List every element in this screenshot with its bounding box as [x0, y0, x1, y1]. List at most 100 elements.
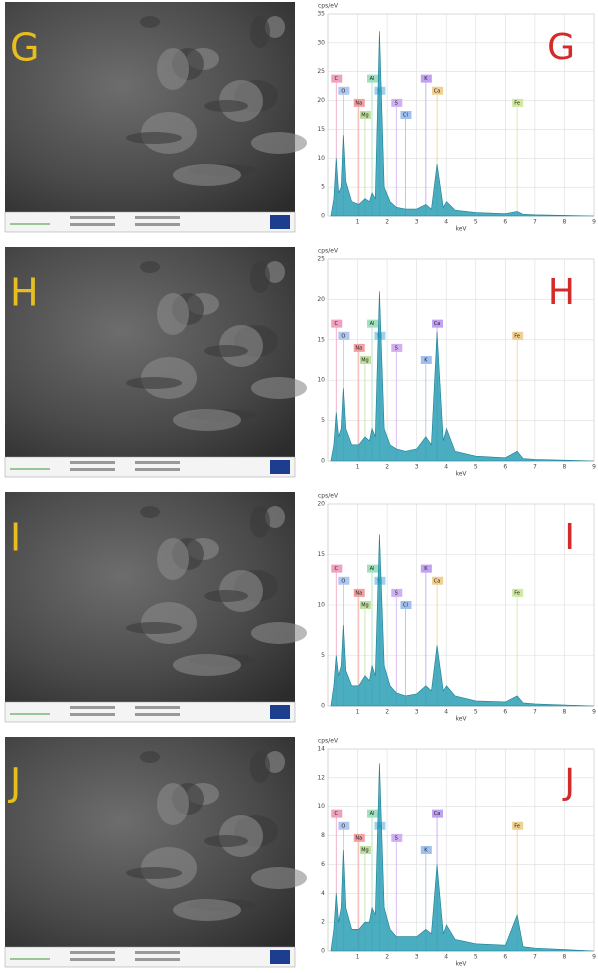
sem-logo: [270, 705, 290, 719]
x-tick-label: 9: [592, 219, 596, 226]
sem-texture: [157, 293, 189, 335]
figure: G05101520253035123456789keVcps/eVCONaMgA…: [0, 0, 598, 969]
sem-texture: [157, 783, 189, 825]
x-tick-label: 2: [385, 219, 389, 226]
element-label: Ca: [434, 321, 441, 327]
element-label: Na: [355, 100, 362, 106]
sem-texture: [126, 132, 182, 144]
element-label: S: [395, 835, 398, 841]
y-tick-label: 5: [321, 417, 325, 424]
x-tick-label: 2: [385, 709, 389, 716]
x-tick-label: 6: [503, 464, 507, 471]
element-label: Ca: [434, 88, 441, 94]
y-tick-label: 15: [317, 336, 325, 343]
x-tick-label: 7: [533, 464, 537, 471]
x-tick-label: 4: [444, 219, 448, 226]
spectrum: 02468101214123456789keVcps/eVCONaMgAlSiS…: [317, 738, 596, 968]
y-axis-label: cps/eV: [318, 3, 339, 10]
element-label: Fe: [514, 823, 520, 829]
sem-texture: [173, 409, 241, 431]
y-tick-label: 8: [321, 832, 325, 839]
element-label: Fe: [514, 590, 520, 596]
y-axis-label: cps/eV: [318, 738, 339, 745]
x-tick-label: 8: [563, 709, 567, 716]
element-label: C: [335, 321, 339, 327]
x-tick-label: 9: [592, 464, 596, 471]
y-tick-label: 15: [317, 551, 325, 558]
sem-info-bar: [5, 947, 295, 967]
element-label: Cl: [403, 113, 408, 119]
element-label: Al: [370, 321, 375, 327]
spectrum: 0510152025123456789keVcps/eVCONaMgAlSiSK…: [317, 248, 596, 478]
element-label: O: [341, 333, 345, 339]
sem-texture: [126, 377, 182, 389]
x-tick-label: 1: [356, 709, 360, 716]
x-tick-label: 8: [563, 954, 567, 961]
sem-logo: [270, 950, 290, 964]
sem-info-text: [70, 713, 115, 716]
sem-texture: [126, 867, 182, 879]
sem-texture: [173, 899, 241, 921]
sem-info-bar: [5, 212, 295, 232]
x-tick-label: 4: [444, 954, 448, 961]
sem-texture: [250, 751, 270, 783]
sem-texture: [251, 377, 307, 399]
sem-info-text: [70, 216, 115, 219]
sem-info-text: [135, 461, 180, 464]
x-tick-label: 3: [415, 954, 419, 961]
y-tick-label: 5: [321, 184, 325, 191]
x-tick-label: 1: [356, 464, 360, 471]
y-tick-label: 2: [321, 919, 325, 926]
spectrum-label: H: [548, 272, 575, 313]
x-tick-label: 1: [356, 954, 360, 961]
y-tick-label: 35: [317, 11, 325, 18]
element-label: Mg: [361, 848, 369, 854]
x-axis-label: keV: [455, 961, 467, 968]
sem-texture: [204, 100, 248, 112]
spectrum: 05101520253035123456789keVcps/eVCONaMgAl…: [317, 3, 596, 233]
x-tick-label: 2: [385, 464, 389, 471]
sem-texture: [173, 164, 241, 186]
y-tick-label: 20: [317, 296, 325, 303]
x-tick-label: 6: [503, 954, 507, 961]
sem-info-text: [135, 223, 180, 226]
sem-label: H: [10, 271, 39, 315]
y-tick-label: 25: [317, 256, 325, 263]
x-tick-label: 1: [356, 219, 360, 226]
x-tick-label: 6: [503, 219, 507, 226]
x-tick-label: 3: [415, 709, 419, 716]
sem-info-text: [135, 951, 180, 954]
y-tick-label: 0: [321, 948, 325, 955]
sem-info-text: [70, 958, 115, 961]
y-tick-label: 15: [317, 126, 325, 133]
sem-info-text: [135, 958, 180, 961]
element-label: Ca: [434, 811, 441, 817]
y-tick-label: 10: [317, 155, 325, 162]
sem-info-bar: [5, 702, 295, 722]
sem-texture: [126, 622, 182, 634]
element-label: S: [395, 100, 398, 106]
x-axis-label: keV: [455, 226, 467, 233]
sem-label: G: [10, 26, 39, 70]
sem-texture: [173, 654, 241, 676]
sem-label: I: [10, 516, 21, 560]
element-label: Mg: [361, 603, 369, 609]
element-label: Na: [355, 590, 362, 596]
spectrum: 05101520123456789keVcps/eVCONaMgAlSiSClK…: [317, 493, 596, 723]
element-label: Na: [355, 345, 362, 351]
sem-texture: [251, 622, 307, 644]
sem-texture: [250, 261, 270, 293]
element-label: C: [335, 811, 339, 817]
sem-info-text: [135, 713, 180, 716]
sem-panel: I: [5, 492, 307, 722]
element-label: Al: [370, 566, 375, 572]
sem-panel: H: [5, 247, 307, 477]
y-tick-label: 10: [317, 803, 325, 810]
element-label: S: [395, 345, 398, 351]
sem-texture: [140, 506, 160, 518]
sem-texture: [251, 132, 307, 154]
sem-info-text: [70, 223, 115, 226]
x-tick-label: 3: [415, 464, 419, 471]
sem-info-bar: [5, 457, 295, 477]
x-tick-label: 7: [533, 709, 537, 716]
